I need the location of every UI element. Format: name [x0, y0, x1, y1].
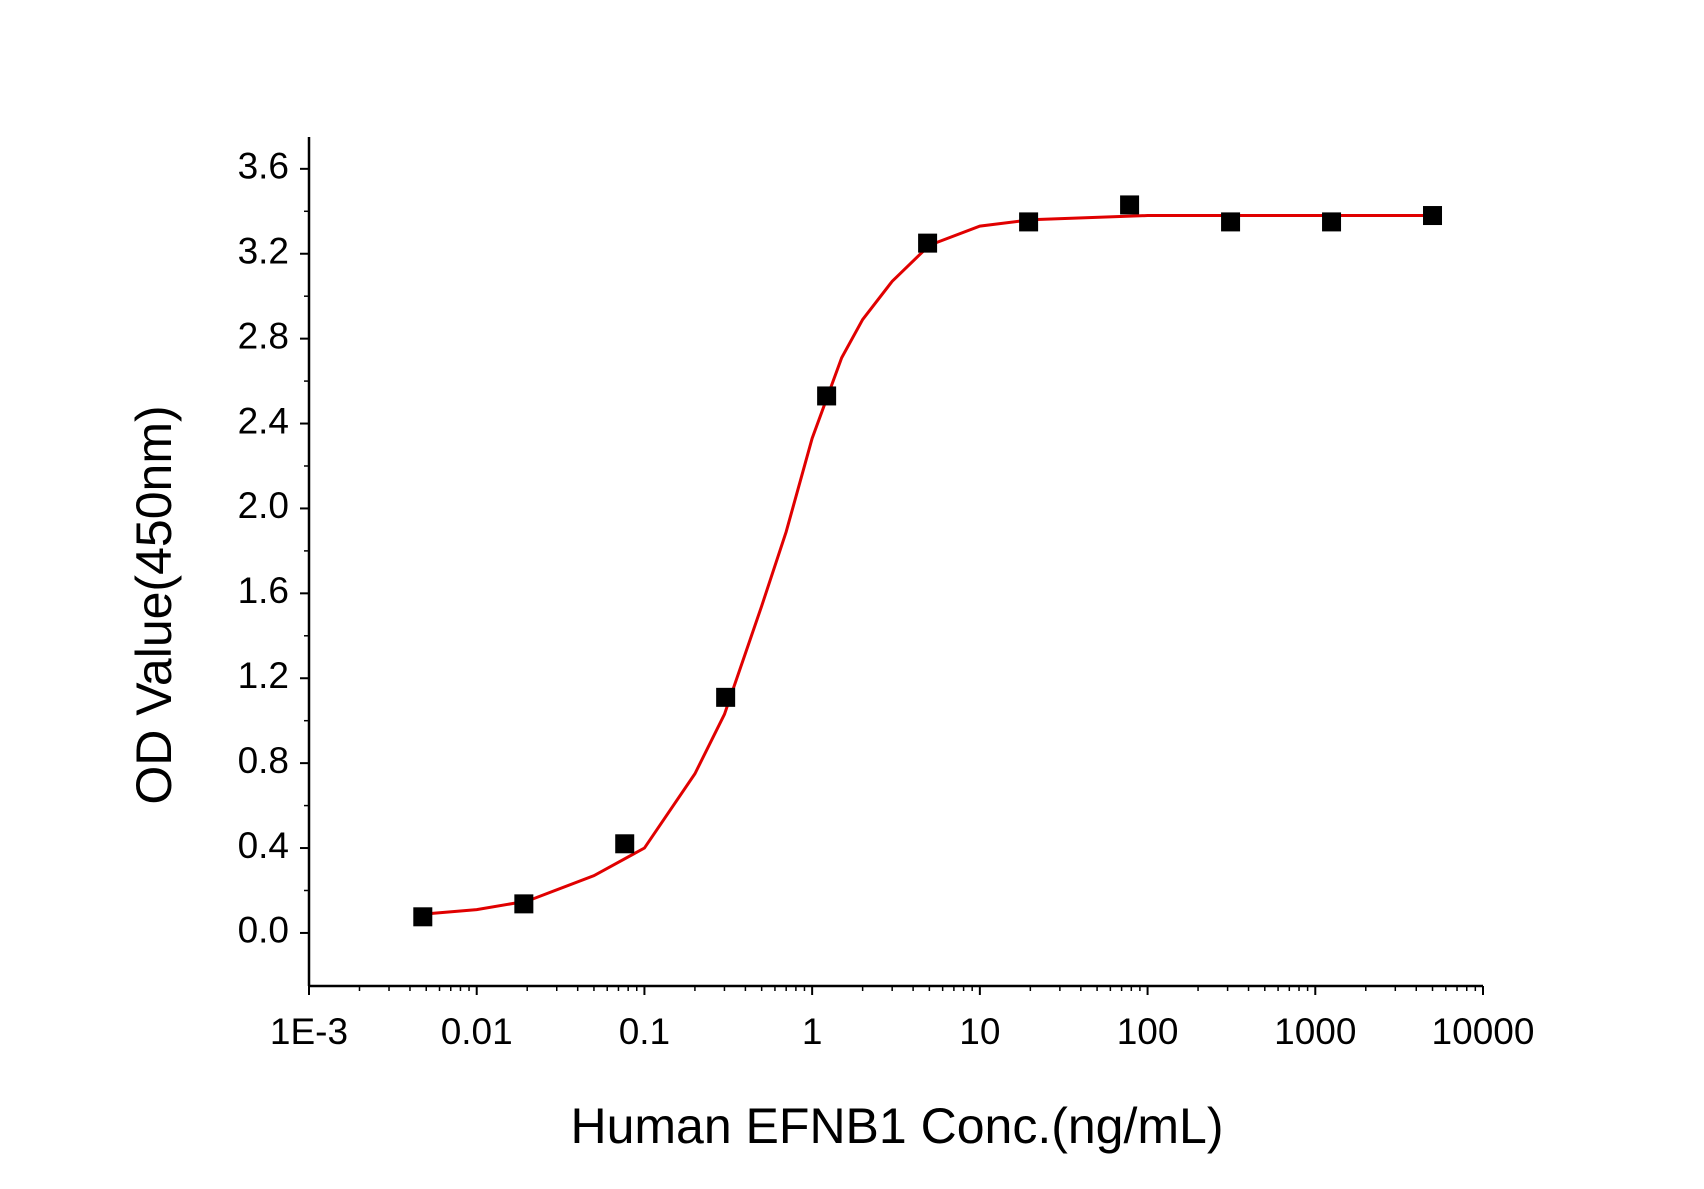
data-point — [1019, 212, 1039, 232]
y-tick-label: 0.4 — [238, 825, 289, 866]
y-tick-label: 3.6 — [238, 146, 289, 187]
data-point — [716, 687, 736, 707]
x-tick-label: 1 — [802, 1011, 823, 1052]
y-tick-label: 2.0 — [238, 485, 289, 526]
x-tick-label: 1E-3 — [270, 1011, 348, 1052]
x-tick-label: 0.1 — [619, 1011, 670, 1052]
y-tick-label: 0.8 — [238, 740, 289, 781]
y-tick-label: 0.0 — [238, 910, 289, 951]
data-point — [1322, 212, 1342, 232]
x-tick-label: 1000 — [1274, 1011, 1356, 1052]
data-point — [615, 834, 635, 854]
y-axis-title: OD Value(450nm) — [126, 405, 182, 804]
data-point — [817, 386, 837, 406]
x-tick-label: 10000 — [1432, 1011, 1535, 1052]
data-point — [514, 894, 534, 914]
data-point — [918, 233, 938, 253]
y-tick-label: 1.2 — [238, 655, 289, 696]
y-tick-label: 2.4 — [238, 400, 289, 441]
data-point — [1221, 212, 1241, 232]
y-tick-label: 2.8 — [238, 315, 289, 356]
fit-curve — [426, 214, 1433, 916]
x-tick-label: 100 — [1117, 1011, 1179, 1052]
data-point — [1120, 195, 1140, 215]
data-point — [1423, 206, 1443, 226]
data-point — [413, 907, 433, 927]
x-axis-title: Human EFNB1 Conc.(ng/mL) — [570, 1098, 1223, 1154]
y-tick-label: 3.2 — [238, 231, 289, 272]
x-tick-label: 10 — [959, 1011, 1000, 1052]
x-tick-label: 0.01 — [441, 1011, 513, 1052]
y-tick-label: 1.6 — [238, 570, 289, 611]
